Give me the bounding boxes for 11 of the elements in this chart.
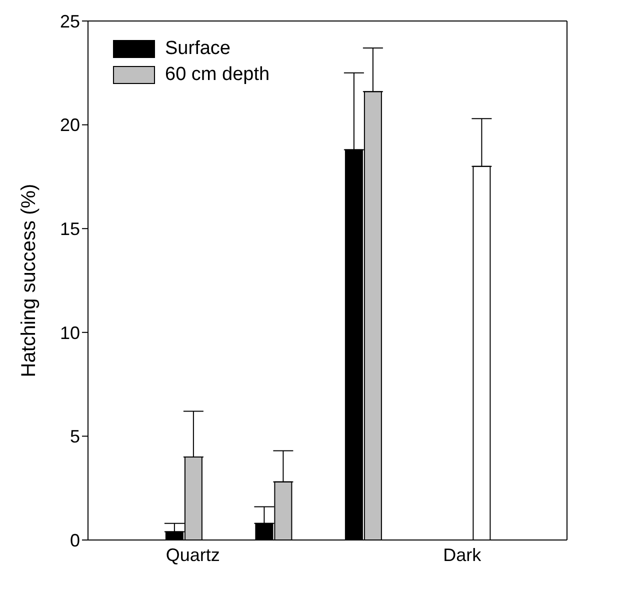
x-tick-label: Dark [443,544,482,565]
y-axis-title: Hatching success (%) [18,184,40,378]
x-tick-label: Quartz [166,544,220,565]
y-tick-label: 5 [70,426,80,447]
y-tick-label: 20 [60,115,80,136]
y-tick-label: 15 [60,218,80,239]
y-tick-label: 0 [70,530,80,550]
legend-label: 60 cm depth [165,64,270,86]
y-tick-label: 10 [60,322,80,343]
y-tick-label: 25 [60,11,80,32]
legend-label: Surface [165,38,230,60]
